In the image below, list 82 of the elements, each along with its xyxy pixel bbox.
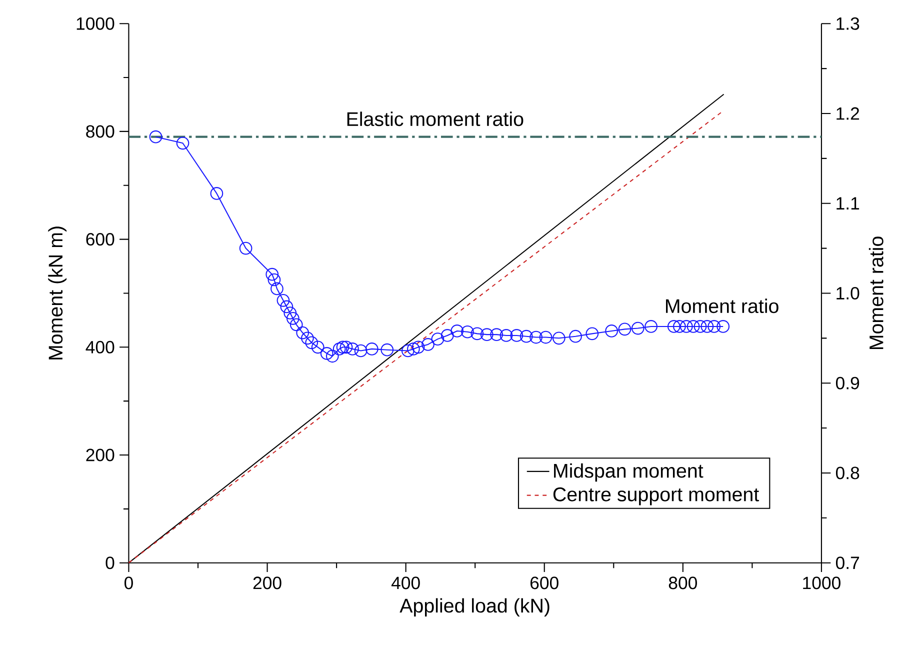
point	[631, 322, 644, 335]
legend-label: Centre support moment	[553, 487, 759, 506]
point	[605, 324, 618, 338]
point	[290, 318, 303, 331]
y2-tick-label: 1.3	[836, 17, 860, 30]
point	[694, 320, 707, 333]
point	[296, 326, 310, 339]
point	[239, 242, 252, 255]
point	[305, 336, 318, 349]
series-label: Moment ratio	[666, 298, 778, 313]
y2-tick-label: 0.9	[836, 376, 860, 390]
point	[673, 320, 686, 333]
x-tick-label: 1000	[803, 576, 840, 589]
point	[490, 328, 503, 341]
point	[440, 328, 454, 342]
y2-tick-label: 0.7	[836, 556, 860, 569]
point	[667, 320, 680, 333]
point	[552, 332, 566, 344]
point	[326, 350, 339, 362]
point	[149, 130, 162, 144]
point	[365, 342, 378, 356]
point	[210, 186, 224, 200]
x-tick-label: 400	[391, 576, 420, 589]
y2-tick-label: 0.8	[836, 466, 860, 480]
y-tick-label: 1000	[76, 17, 114, 30]
y-axis-title: Moment (kN m)	[48, 226, 66, 360]
point	[431, 332, 444, 346]
x-axis-title: Applied load (kN)	[400, 598, 550, 616]
point	[716, 320, 730, 333]
point	[422, 338, 434, 351]
legend-label: Midspan moment	[554, 463, 704, 482]
y-tick-label: 800	[86, 124, 114, 138]
point	[480, 328, 494, 341]
y2-tick-label: 1.1	[836, 197, 860, 210]
point	[401, 344, 414, 357]
point	[301, 332, 314, 344]
point	[412, 340, 425, 354]
point	[332, 342, 346, 356]
point	[530, 330, 542, 344]
point	[311, 340, 324, 354]
y2-tick-label: 1.0	[836, 286, 860, 300]
point	[686, 320, 700, 333]
x-tick-label: 600	[530, 576, 558, 589]
y-tick-label: 600	[86, 232, 114, 246]
point	[510, 328, 524, 342]
point	[268, 273, 281, 286]
point	[266, 268, 279, 281]
point	[284, 306, 297, 320]
ref-line-label: Elastic moment ratio	[347, 111, 524, 126]
y-tick-label: 400	[86, 340, 114, 354]
point	[708, 320, 721, 333]
point	[500, 328, 513, 342]
point	[346, 342, 359, 356]
point	[336, 340, 350, 354]
y-tick-label: 0	[106, 556, 114, 569]
x-tick-label: 200	[253, 576, 282, 589]
point	[320, 346, 334, 360]
point	[700, 320, 714, 333]
y2-axis-title: Moment ratio	[868, 236, 884, 349]
point	[569, 330, 582, 343]
point	[680, 320, 693, 333]
y-tick-label: 200	[86, 448, 114, 462]
point	[286, 312, 300, 325]
point	[586, 327, 599, 340]
point	[380, 343, 394, 356]
point	[280, 300, 294, 313]
point	[461, 325, 474, 338]
point	[470, 327, 484, 340]
point	[276, 294, 290, 307]
point	[270, 282, 284, 295]
point	[644, 320, 658, 333]
point	[450, 324, 464, 338]
point	[340, 340, 353, 354]
point	[618, 322, 632, 336]
x-tick-label: 0	[124, 576, 133, 589]
point	[520, 330, 533, 343]
point	[354, 344, 368, 357]
point	[539, 330, 552, 344]
x-tick-label: 800	[668, 576, 697, 589]
point	[176, 136, 190, 150]
point	[407, 342, 420, 356]
y2-tick-label: 1.2	[836, 107, 860, 120]
